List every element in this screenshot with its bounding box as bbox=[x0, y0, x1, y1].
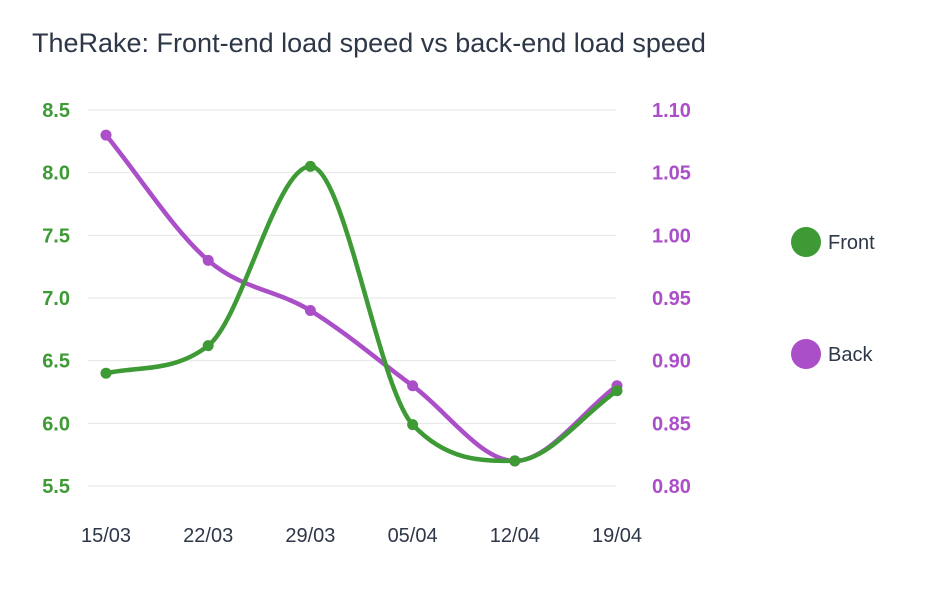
back-legend-label[interactable]: Back bbox=[828, 344, 873, 366]
y-left-tick-label: 7.5 bbox=[42, 225, 70, 247]
y-right-tick-label: 1.05 bbox=[652, 163, 691, 185]
y-left-tick-label: 6.5 bbox=[42, 351, 70, 373]
front-data-point[interactable] bbox=[509, 455, 521, 467]
front-series-line bbox=[103, 164, 620, 464]
x-tick-label: 15/03 bbox=[81, 525, 131, 547]
x-tick-label: 29/03 bbox=[285, 525, 335, 547]
back-data-point[interactable] bbox=[304, 305, 316, 317]
front-data-point[interactable] bbox=[202, 340, 214, 352]
y-left-tick-label: 6.0 bbox=[42, 413, 70, 435]
back-data-point[interactable] bbox=[100, 129, 112, 141]
y-right-tick-label: 0.85 bbox=[652, 413, 691, 435]
back-legend-marker[interactable] bbox=[791, 339, 821, 369]
chart-title: TheRake: Front-end load speed vs back-en… bbox=[32, 28, 706, 58]
front-data-point[interactable] bbox=[304, 160, 316, 172]
front-legend-marker[interactable] bbox=[791, 227, 821, 257]
back-data-point[interactable] bbox=[202, 254, 214, 266]
y-left-tick-label: 5.5 bbox=[42, 476, 70, 498]
x-tick-label: 22/03 bbox=[183, 525, 233, 547]
x-tick-label: 05/04 bbox=[388, 525, 438, 547]
front-legend-label[interactable]: Front bbox=[828, 232, 875, 254]
x-tick-label: 12/04 bbox=[490, 525, 540, 547]
front-data-point[interactable] bbox=[611, 385, 623, 397]
front-data-point[interactable] bbox=[407, 419, 419, 431]
x-tick-label: 19/04 bbox=[592, 525, 642, 547]
y-right-tick-label: 0.95 bbox=[652, 288, 691, 310]
back-data-point[interactable] bbox=[407, 380, 419, 392]
y-left-tick-label: 7.0 bbox=[42, 288, 70, 310]
y-left-tick-label: 8.5 bbox=[42, 100, 70, 122]
y-right-tick-label: 0.80 bbox=[652, 476, 691, 498]
front-data-point[interactable] bbox=[100, 367, 112, 379]
y-left-tick-label: 8.0 bbox=[42, 163, 70, 185]
y-right-tick-label: 1.10 bbox=[652, 100, 691, 122]
y-right-tick-label: 1.00 bbox=[652, 225, 691, 247]
y-right-tick-label: 0.90 bbox=[652, 351, 691, 373]
